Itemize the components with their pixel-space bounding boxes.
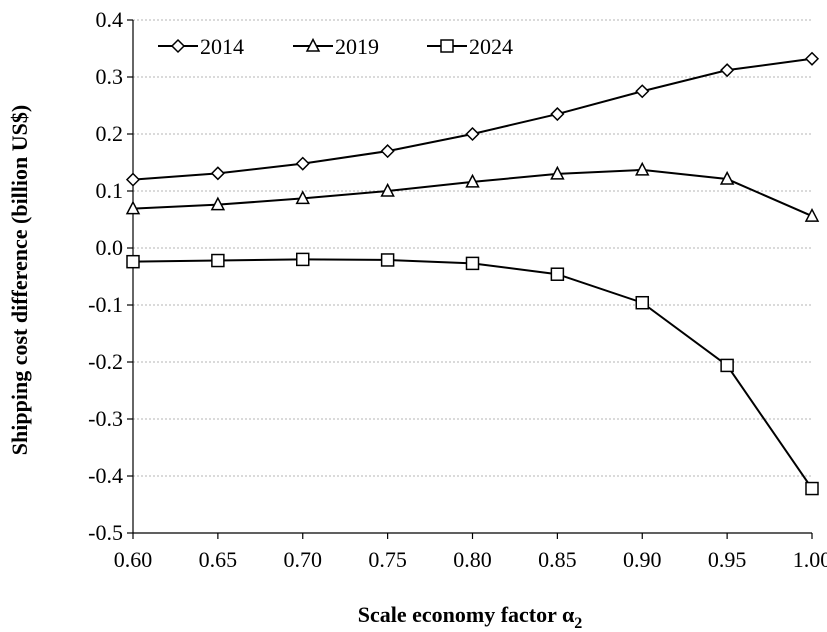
x-axis-title-subscript: 2 xyxy=(574,615,582,632)
data-point-2024 xyxy=(465,256,480,271)
data-point-2024 xyxy=(380,253,395,267)
y-tick-label: 0.1 xyxy=(96,178,124,203)
x-tick-label: 0.90 xyxy=(623,547,662,572)
x-tick-label: 0.80 xyxy=(453,547,492,572)
legend-marker xyxy=(170,38,186,54)
data-point-2014 xyxy=(295,156,310,171)
data-point-2019 xyxy=(125,200,141,215)
legend-label: 2014 xyxy=(200,34,244,59)
data-point-2019 xyxy=(635,161,650,176)
tick-labels: -0.5 -0.4 -0.3 -0.2 -0.1 0.0 0.1 0.2 0.3 0.4 0.60 0… xyxy=(88,7,827,572)
data-point-2024 xyxy=(635,295,649,310)
data-point-2014 xyxy=(635,84,650,99)
data-point-2019 xyxy=(465,173,480,188)
x-tick-label: 0.70 xyxy=(284,547,323,572)
series-2024 xyxy=(126,252,819,496)
data-point-2024 xyxy=(126,254,140,269)
legend-item-2019: 2019 xyxy=(293,34,379,59)
y-tick-label: -0.1 xyxy=(88,292,123,317)
y-tick-label: -0.2 xyxy=(88,349,123,374)
y-tick-label: -0.3 xyxy=(88,406,123,431)
axes xyxy=(127,19,813,539)
legend-marker xyxy=(305,37,321,52)
y-tick-label: -0.5 xyxy=(88,520,123,545)
data-point-2019 xyxy=(550,165,565,180)
data-point-2019 xyxy=(295,190,310,205)
series-line-2024 xyxy=(132,258,813,490)
data-point-2014 xyxy=(465,126,480,142)
data-point-2024 xyxy=(296,252,310,267)
series-2019 xyxy=(125,161,820,222)
data-point-2014 xyxy=(550,106,565,122)
gridlines xyxy=(133,19,812,477)
x-tick-label: 0.65 xyxy=(199,547,238,572)
series-2014 xyxy=(125,51,820,187)
data-point-2014 xyxy=(125,172,141,187)
data-point-2019 xyxy=(380,182,395,197)
legend-marker xyxy=(440,39,454,53)
x-tick-label: 1.00 xyxy=(793,547,827,572)
data-point-2014 xyxy=(804,51,820,66)
x-tick-label: 0.85 xyxy=(538,547,577,572)
legend-item-2024: 2024 xyxy=(427,34,513,59)
data-point-2014 xyxy=(210,166,225,181)
x-axis-title: Scale economy factor α2 xyxy=(358,602,583,632)
data-point-2024 xyxy=(805,481,819,496)
y-tick-label: 0.3 xyxy=(96,64,124,89)
data-point-2019 xyxy=(719,170,735,185)
y-tick-label: 0.0 xyxy=(96,235,124,260)
y-tick-label: 0.2 xyxy=(96,121,124,146)
data-point-2024 xyxy=(550,267,565,281)
x-tick-label: 0.75 xyxy=(368,547,407,572)
legend: 2014 2019 2024 xyxy=(158,34,513,59)
series-group xyxy=(125,51,820,496)
y-axis-title: Shipping cost difference (billion US$) xyxy=(7,105,32,455)
y-tick-label: -0.4 xyxy=(88,463,123,488)
data-point-2024 xyxy=(211,253,225,268)
y-tick-label: 0.4 xyxy=(96,7,124,32)
x-tick-label: 0.95 xyxy=(708,547,747,572)
x-tick-label: 0.60 xyxy=(114,547,153,572)
legend-label: 2019 xyxy=(335,34,379,59)
data-point-2014 xyxy=(380,144,395,159)
data-point-2024 xyxy=(720,358,734,373)
legend-item-2014: 2014 xyxy=(158,34,244,59)
data-point-2019 xyxy=(804,207,820,222)
legend-label: 2024 xyxy=(469,34,513,59)
data-point-2019 xyxy=(210,196,226,211)
data-point-2014 xyxy=(720,63,735,78)
